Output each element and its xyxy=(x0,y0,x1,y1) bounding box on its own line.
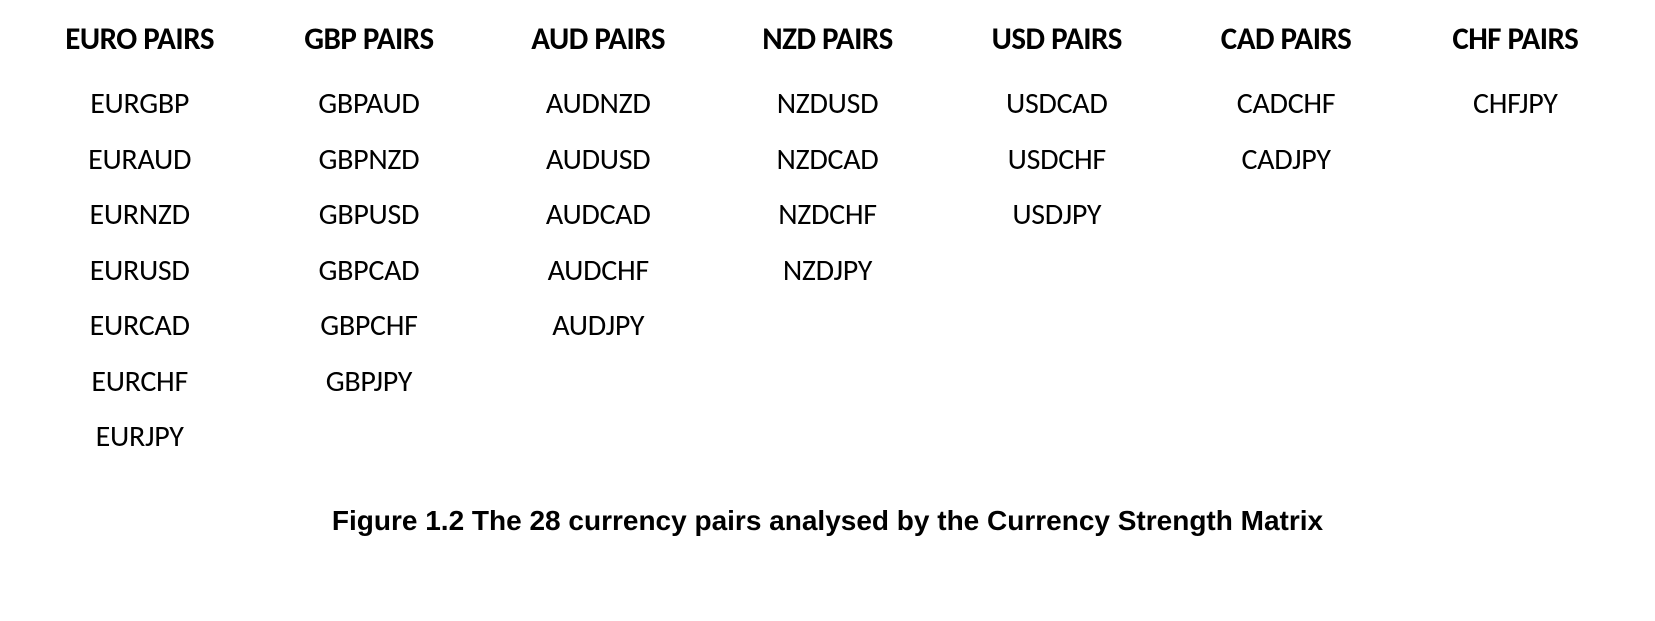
currency-pair: CADJPY xyxy=(1241,132,1330,188)
figure-caption: Figure 1.2 The 28 currency pairs analyse… xyxy=(30,505,1625,537)
currency-pair: AUDJPY xyxy=(552,298,644,354)
pairs-column: CHF PAIRS CHFJPY xyxy=(1406,20,1625,465)
currency-pair: NZDJPY xyxy=(783,243,872,299)
currency-pair: CADCHF xyxy=(1237,76,1335,132)
column-header: CAD PAIRS xyxy=(1221,20,1352,58)
column-header: USD PAIRS xyxy=(992,20,1122,58)
currency-pair: CHFJPY xyxy=(1473,76,1558,132)
currency-pair: EURGBP xyxy=(90,76,189,132)
currency-pair: EURNZD xyxy=(90,187,190,243)
currency-pair: GBPAUD xyxy=(318,76,419,132)
currency-pair: EURJPY xyxy=(96,409,184,465)
pairs-column: GBP PAIRS GBPAUDGBPNZDGBPUSDGBPCADGBPCHFG… xyxy=(259,20,478,465)
currency-pair: USDJPY xyxy=(1012,187,1101,243)
column-header: GBP PAIRS xyxy=(304,20,433,58)
currency-pair: GBPUSD xyxy=(319,187,419,243)
currency-pair: NZDCAD xyxy=(777,132,879,188)
column-header: AUD PAIRS xyxy=(531,20,665,58)
currency-pair: AUDCHF xyxy=(548,243,649,299)
currency-pair: EURAUD xyxy=(88,132,191,188)
pairs-column: AUD PAIRS AUDNZDAUDUSDAUDCADAUDCHFAUDJPY xyxy=(489,20,708,465)
currency-pair: NZDCHF xyxy=(778,187,877,243)
pairs-column: NZD PAIRS NZDUSDNZDCADNZDCHFNZDJPY xyxy=(718,20,937,465)
pairs-column: CAD PAIRS CADCHFCADJPY xyxy=(1176,20,1395,465)
currency-pair: GBPCHF xyxy=(320,298,417,354)
currency-pair: USDCHF xyxy=(1008,132,1106,188)
pairs-column: EURO PAIRS EURGBPEURAUDEURNZDEURUSDEURCAD… xyxy=(30,20,249,465)
currency-pair: EURCHF xyxy=(91,354,188,410)
currency-pair: GBPCAD xyxy=(319,243,420,299)
currency-pair: USDCAD xyxy=(1006,76,1108,132)
pairs-column: USD PAIRS USDCADUSDCHFUSDJPY xyxy=(947,20,1166,465)
column-header: EURO PAIRS xyxy=(65,20,214,58)
currency-pair: GBPNZD xyxy=(319,132,420,188)
currency-pair: GBPJPY xyxy=(326,354,412,410)
currency-pair: AUDUSD xyxy=(546,132,650,188)
currency-pair: AUDNZD xyxy=(546,76,651,132)
column-header: NZD PAIRS xyxy=(762,20,893,58)
currency-pair: EURCAD xyxy=(90,298,190,354)
currency-pair: EURUSD xyxy=(90,243,190,299)
currency-pairs-table: EURO PAIRS EURGBPEURAUDEURNZDEURUSDEURCAD… xyxy=(30,20,1625,465)
currency-pair: AUDCAD xyxy=(546,187,651,243)
currency-pair: NZDUSD xyxy=(777,76,879,132)
column-header: CHF PAIRS xyxy=(1452,20,1578,58)
